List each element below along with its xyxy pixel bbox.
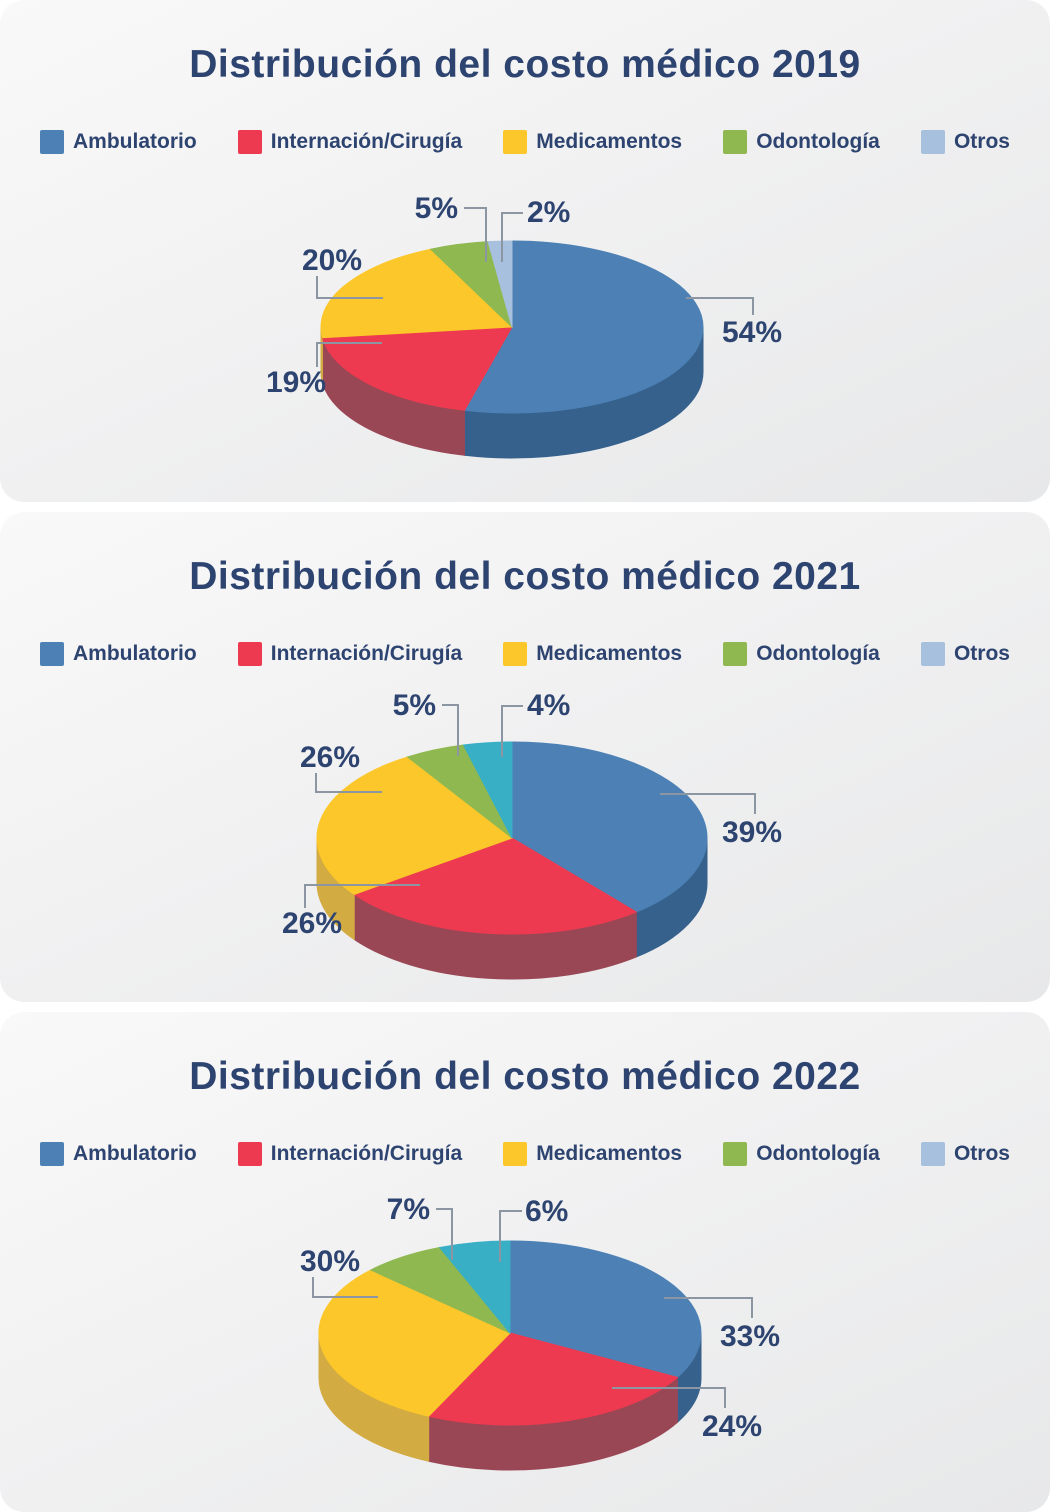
- legend-item-medicamentos: Medicamentos: [503, 1142, 682, 1166]
- pie-slice-internacion-cirugia: [321, 326, 513, 411]
- callout-line-odontologia: [464, 207, 487, 262]
- legend-item-ambulatorio: Ambulatorio: [40, 642, 197, 666]
- pie-slice-medicamentos: [318, 1269, 511, 1417]
- legend-swatch-odontologia: [723, 642, 748, 666]
- pie-slice-otros: [438, 1240, 511, 1335]
- pie-slice-internacion-cirugia: [353, 837, 638, 935]
- legend-label-odontologia: Odontología: [756, 1142, 880, 1165]
- legend-swatch-ambulatorio: [40, 642, 64, 666]
- legend-label-otros: Otros: [953, 1142, 1010, 1165]
- callout-line-internacion-cirugia: [304, 884, 420, 908]
- legend-swatch-ambulatorio: [40, 1142, 64, 1166]
- legend-swatch-internacion-cirugia: [237, 1142, 262, 1166]
- legend-label-ambulatorio: Ambulatorio: [73, 1142, 197, 1165]
- callout-line-otros: [501, 705, 523, 757]
- pie-chart-2021: 39% 26% 26% 5% 4%: [282, 689, 782, 980]
- callout-line-medicamentos: [315, 773, 382, 793]
- slice-value-label-internacion-cirugia: 19%: [266, 366, 326, 399]
- slice-value-label-otros: 6%: [525, 1195, 568, 1228]
- slice-value-label-ambulatorio: 54%: [722, 316, 782, 349]
- legend-swatch-internacion-cirugia: [237, 130, 262, 154]
- slice-value-label-medicamentos: 30%: [300, 1245, 360, 1278]
- legend-label-odontologia: Odontología: [756, 642, 880, 665]
- slice-value-label-internacion-cirugia: 26%: [282, 907, 342, 940]
- chart-title-2021: Distribución del costo médico 2021: [189, 555, 861, 598]
- legend-item-odontologia: Odontología: [723, 130, 880, 154]
- pie-slice-internacion-cirugia: [427, 1332, 679, 1426]
- legend-item-internacion-cirugia: Internación/Cirugía: [237, 642, 463, 666]
- slice-value-label-odontologia: 5%: [415, 192, 458, 225]
- slice-value-label-medicamentos: 20%: [302, 244, 362, 277]
- legend-swatch-otros: [920, 1142, 945, 1166]
- slice-value-label-otros: 2%: [527, 196, 570, 229]
- legend-item-odontologia: Odontología: [723, 1142, 880, 1166]
- legend-2021: Ambulatorio Internación/Cirugía Medicame…: [0, 642, 1050, 666]
- legend-label-medicamentos: Medicamentos: [536, 1142, 683, 1165]
- legend-swatch-medicamentos: [503, 642, 528, 666]
- chart-card-2022: Distribución del costo médico 2022 Ambul…: [0, 1012, 1050, 1512]
- legend-item-ambulatorio: Ambulatorio: [40, 130, 197, 154]
- pie-chart-2019: 54% 19% 20% 5% 2%: [266, 192, 782, 459]
- pie-slice-ambulatorio: [463, 240, 704, 414]
- pie-slice-ambulatorio: [509, 1240, 702, 1378]
- legend-label-odontologia: Odontología: [756, 130, 880, 153]
- slice-value-label-ambulatorio: 39%: [722, 816, 782, 849]
- slice-value-label-medicamentos: 26%: [300, 741, 360, 774]
- callout-line-medicamentos: [316, 276, 383, 299]
- legend-label-medicamentos: Medicamentos: [536, 130, 683, 153]
- pie-chart-2022: 33% 24% 30% 7% 6%: [300, 1193, 780, 1471]
- pie-slice-medicamentos: [320, 248, 514, 339]
- legend-label-internacion-cirugia: Internación/Cirugía: [270, 1142, 463, 1165]
- legend-swatch-otros: [920, 642, 945, 666]
- callout-line-ambulatorio: [686, 297, 754, 315]
- chart-card-2021: Distribución del costo médico 2021 Ambul…: [0, 512, 1050, 1002]
- callout-line-otros: [499, 1210, 522, 1262]
- slice-value-label-otros: 4%: [527, 689, 570, 722]
- callout-line-ambulatorio: [664, 1297, 753, 1318]
- callout-line-odontologia: [442, 704, 459, 756]
- legend-2019: Ambulatorio Internación/Cirugía Medicame…: [0, 130, 1050, 154]
- legend-item-medicamentos: Medicamentos: [503, 642, 682, 666]
- legend-label-internacion-cirugia: Internación/Cirugía: [270, 130, 463, 153]
- legend-swatch-ambulatorio: [40, 130, 64, 154]
- legend-item-internacion-cirugia: Internación/Cirugía: [237, 130, 463, 154]
- pie-slice-otros: [487, 240, 513, 328]
- chart-card-2019: Distribución del costo médico 2019 Ambul…: [0, 0, 1050, 502]
- legend-item-ambulatorio: Ambulatorio: [40, 1142, 197, 1166]
- legend-swatch-otros: [920, 130, 945, 154]
- legend-swatch-medicamentos: [503, 130, 528, 154]
- callout-line-otros: [501, 212, 523, 262]
- callout-line-odontologia: [436, 1208, 453, 1260]
- slice-value-label-odontologia: 7%: [387, 1193, 430, 1226]
- legend-swatch-medicamentos: [503, 1142, 528, 1166]
- chart-title-2019: Distribución del costo médico 2019: [189, 43, 861, 86]
- slice-value-label-ambulatorio: 33%: [720, 1320, 780, 1353]
- pie-slice-ambulatorio: [511, 741, 708, 913]
- callout-line-ambulatorio: [660, 793, 756, 814]
- legend-item-odontologia: Odontología: [723, 642, 880, 666]
- callout-line-medicamentos: [312, 1277, 378, 1298]
- legend-label-medicamentos: Medicamentos: [536, 642, 683, 665]
- legend-label-otros: Otros: [953, 130, 1010, 153]
- legend-label-ambulatorio: Ambulatorio: [73, 130, 197, 153]
- legend-swatch-odontologia: [723, 130, 748, 154]
- legend-label-internacion-cirugia: Internación/Cirugía: [270, 642, 463, 665]
- callout-line-internacion-cirugia: [316, 342, 382, 367]
- legend-swatch-odontologia: [723, 1142, 748, 1166]
- chart-title-2022: Distribución del costo médico 2022: [189, 1055, 861, 1098]
- legend-item-medicamentos: Medicamentos: [503, 130, 682, 154]
- legend-label-ambulatorio: Ambulatorio: [73, 642, 197, 665]
- slice-value-label-odontologia: 5%: [393, 689, 436, 722]
- callout-line-internacion-cirugia: [612, 1387, 726, 1408]
- legend-item-otros: Otros: [920, 130, 1010, 154]
- legend-2022: Ambulatorio Internación/Cirugía Medicame…: [0, 1142, 1050, 1166]
- slice-value-label-internacion-cirugia: 24%: [702, 1410, 762, 1443]
- legend-item-internacion-cirugia: Internación/Cirugía: [237, 1142, 463, 1166]
- legend-label-otros: Otros: [953, 642, 1010, 665]
- legend-swatch-internacion-cirugia: [237, 642, 262, 666]
- legend-item-otros: Otros: [920, 1142, 1010, 1166]
- legend-item-otros: Otros: [920, 642, 1010, 666]
- pie-slice-otros: [462, 741, 513, 839]
